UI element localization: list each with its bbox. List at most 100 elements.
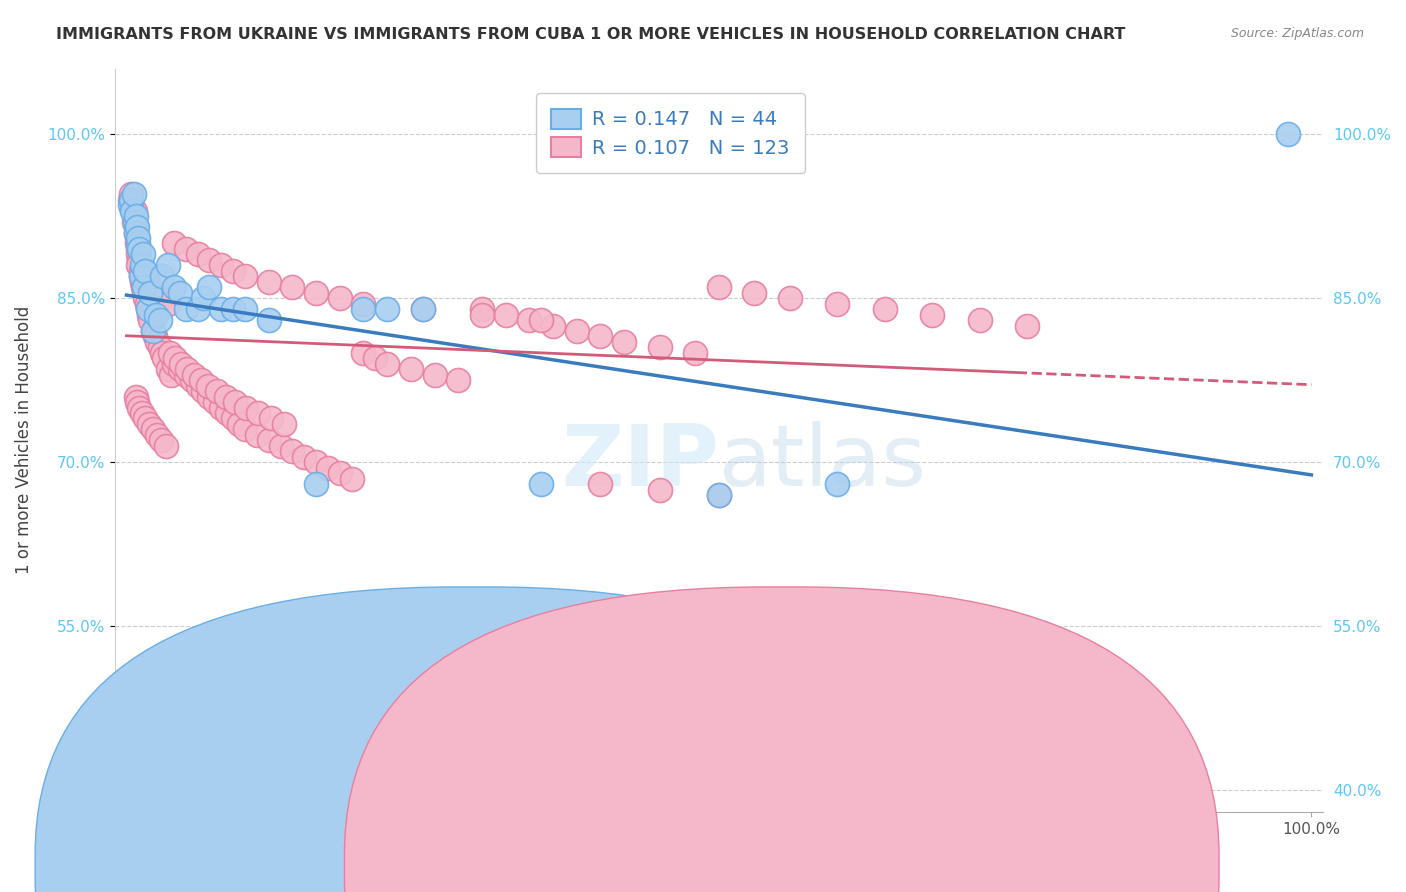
Point [124,203,146,218]
Point [292,608,315,623]
Point [187,302,209,317]
Point [136,275,159,289]
Point [495,308,517,322]
Point [827,477,849,491]
Point [129,269,152,284]
Point [471,302,494,317]
Point [375,357,398,371]
Point [209,302,232,317]
Point [257,275,280,289]
Point [270,439,292,453]
Point [517,313,540,327]
Point [134,269,156,284]
Point [329,291,352,305]
Point [163,357,186,371]
Point [131,275,153,289]
Point [129,264,152,278]
Point [423,368,446,382]
Point [281,280,304,294]
Point [235,401,257,415]
Point [121,198,143,212]
Point [340,472,363,486]
Point [683,346,706,360]
Point [120,187,142,202]
Point [589,329,612,343]
Point [163,351,186,366]
Point [921,308,943,322]
Y-axis label: 1 or more Vehicles in Household: 1 or more Vehicles in Household [15,306,32,574]
Point [128,252,150,267]
Point [305,477,328,491]
Point [183,368,205,382]
Point [217,406,239,420]
Point [209,258,232,272]
Point [222,302,245,317]
Point [187,378,209,392]
Point [707,488,730,502]
Point [353,296,375,310]
Point [139,280,162,294]
Point [273,417,295,431]
Point [257,313,280,327]
Point [124,209,146,223]
Point [353,346,375,360]
Point [145,285,167,300]
Point [270,608,292,623]
Point [129,264,152,278]
Point [204,395,226,409]
Point [1015,318,1038,333]
Point [125,220,148,235]
Point [412,302,434,317]
Point [233,302,256,317]
Point [565,324,588,338]
Point [471,685,494,699]
Point [969,313,991,327]
Text: Immigrants from Ukraine: Immigrants from Ukraine [467,857,658,872]
Point [305,285,328,300]
Point [134,291,156,305]
Point [169,362,191,376]
Point [648,340,671,354]
Point [193,384,215,398]
Point [127,231,149,245]
Point [193,291,215,305]
Point [135,296,157,310]
Point [169,285,191,300]
Text: Immigrants from Cuba: Immigrants from Cuba [786,857,957,872]
Point [118,193,141,207]
Point [471,308,494,322]
Point [132,280,155,294]
Point [150,291,173,305]
Point [139,313,162,327]
Point [174,368,197,382]
Point [143,329,166,343]
Point [131,258,153,272]
Point [375,302,398,317]
Point [205,384,228,398]
Point [198,280,221,294]
Point [170,357,193,371]
Point [329,466,352,480]
Point [141,422,163,436]
Point [153,351,176,366]
Point [141,324,163,338]
Point [127,395,149,409]
Point [215,390,238,404]
Point [125,390,148,404]
Point [145,308,167,322]
Point [353,302,375,317]
Point [127,236,149,251]
Point [127,231,149,245]
Point [149,340,172,354]
Point [246,428,269,442]
Point [134,285,156,300]
Point [1277,127,1299,141]
Point [613,334,636,349]
Point [316,460,339,475]
Point [187,247,209,261]
Point [779,291,801,305]
Point [156,258,179,272]
Point [122,187,145,202]
Point [228,417,250,431]
Point [209,401,232,415]
